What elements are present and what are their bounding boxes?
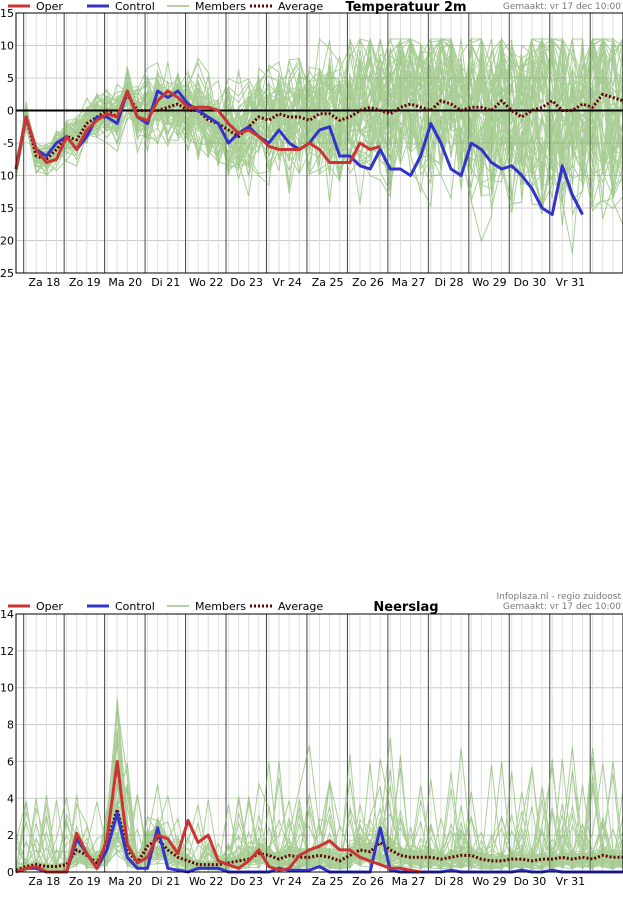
x-tick-label: Vr 24 xyxy=(272,276,302,289)
generated-timestamp: Gemaakt: vr 17 dec 10:00 xyxy=(503,602,621,612)
legend-average-label: Average xyxy=(278,0,323,13)
member-line xyxy=(15,45,623,213)
y-tick-label: 5 xyxy=(7,72,14,85)
member-line xyxy=(15,729,623,871)
chart-title: Temperatuur 2m xyxy=(345,0,466,15)
member-line xyxy=(15,38,623,194)
precipitation-panel: 14 12 10 8 6 4 2 0 Za 18 Zo 19 Ma 20 Di 21 Wo 22 Do 2… xyxy=(0,588,623,894)
y-tick-label: 15 xyxy=(0,7,14,20)
x-tick-label: Do 30 xyxy=(514,276,547,289)
y-tick-label: 6 xyxy=(7,755,14,768)
member-line xyxy=(15,37,623,205)
chart-title: Neerslag xyxy=(373,600,438,615)
y-tick-label: -15 xyxy=(0,202,14,215)
x-tick-label: Ma 20 xyxy=(108,875,142,888)
member-line xyxy=(15,737,623,871)
member-line xyxy=(15,47,623,173)
member-line xyxy=(15,38,623,177)
x-tick-label: Za 25 xyxy=(312,276,344,289)
x-tick-label: Ma 20 xyxy=(108,276,142,289)
x-tick-label: Ma 27 xyxy=(392,276,426,289)
generated-timestamp: Gemaakt: vr 17 dec 10:00 xyxy=(503,2,621,12)
y-tick-label: 8 xyxy=(7,719,14,732)
x-tick-label: Vr 31 xyxy=(556,875,586,888)
legend-members-label: Members xyxy=(195,0,246,13)
source-label: Infoplaza.nl - regio zuidoost xyxy=(496,592,621,602)
x-tick-label: Do 23 xyxy=(230,276,263,289)
x-tick-label: Za 18 xyxy=(28,276,60,289)
plot-area xyxy=(14,12,623,274)
member-line xyxy=(15,38,623,243)
legend: Oper Control Members Average xyxy=(8,600,323,613)
member-line xyxy=(15,37,623,199)
oper-line xyxy=(15,759,421,874)
plot-area xyxy=(15,613,623,874)
y-tick-label: -5 xyxy=(3,137,14,150)
legend-control-label: Control xyxy=(115,0,155,13)
temperature-panel: 15 10 5 0 -5 -10 -15 -20 -25 Za 18 Zo 19 Ma 20 Di 21… xyxy=(0,0,623,294)
x-tick-label: Wo 22 xyxy=(189,276,223,289)
y-tick-label: 0 xyxy=(7,105,14,118)
x-tick-label: Di 21 xyxy=(151,276,180,289)
member-line xyxy=(15,55,623,184)
plot-border xyxy=(15,613,623,873)
x-tick-label: Wo 29 xyxy=(472,276,506,289)
x-tick-label: Vr 31 xyxy=(556,276,586,289)
x-tick-label: Zo 19 xyxy=(69,276,101,289)
y-tick-label: 10 xyxy=(0,682,14,695)
member-line xyxy=(15,760,623,872)
x-tick-label: Do 30 xyxy=(514,875,547,888)
x-tick-label: Zo 19 xyxy=(69,875,101,888)
legend-average-label: Average xyxy=(278,600,323,613)
member-line xyxy=(15,38,623,225)
oper-line xyxy=(14,89,381,170)
legend-oper-label: Oper xyxy=(36,600,63,613)
member-line xyxy=(15,38,623,175)
x-tick-label: Ma 27 xyxy=(392,875,426,888)
y-tick-label: -25 xyxy=(0,267,14,280)
member-line xyxy=(15,37,623,172)
y-tick-label: 10 xyxy=(0,40,14,53)
legend-oper-label: Oper xyxy=(36,0,63,13)
member-line xyxy=(15,747,623,872)
temperature-chart: 15 10 5 0 -5 -10 -15 -20 -25 Za 18 Zo 19 Ma 20 Di 21… xyxy=(0,0,623,289)
plot-border xyxy=(15,12,623,274)
member-line xyxy=(15,38,623,212)
legend: Oper Control Members Average xyxy=(8,0,323,13)
legend-members-label: Members xyxy=(195,600,246,613)
y-tick-label: 0 xyxy=(7,866,14,879)
x-tick-label: Za 18 xyxy=(28,875,60,888)
x-tick-label: Di 28 xyxy=(434,875,463,888)
y-tick-label: -20 xyxy=(0,235,14,248)
y-tick-label: 14 xyxy=(0,608,14,621)
x-tick-label: Zo 26 xyxy=(352,276,384,289)
legend-control-label: Control xyxy=(115,600,155,613)
x-tick-label: Wo 29 xyxy=(472,875,506,888)
x-tick-label: Za 25 xyxy=(312,875,344,888)
y-tick-label: -10 xyxy=(0,170,14,183)
x-tick-label: Di 28 xyxy=(434,276,463,289)
control-line xyxy=(15,811,623,874)
x-tick-label: Di 21 xyxy=(151,875,180,888)
y-tick-label: 12 xyxy=(0,645,14,658)
x-tick-label: Wo 22 xyxy=(189,875,223,888)
x-tick-label: Vr 24 xyxy=(272,875,302,888)
x-tick-label: Zo 26 xyxy=(352,875,384,888)
precipitation-chart: 14 12 10 8 6 4 2 0 Za 18 Zo 19 Ma 20 Di 21 Wo 22 Do 2… xyxy=(0,592,623,888)
y-tick-label: 2 xyxy=(7,829,14,842)
x-tick-label: Do 23 xyxy=(230,875,263,888)
y-tick-label: 4 xyxy=(7,792,14,805)
member-line xyxy=(15,38,623,184)
